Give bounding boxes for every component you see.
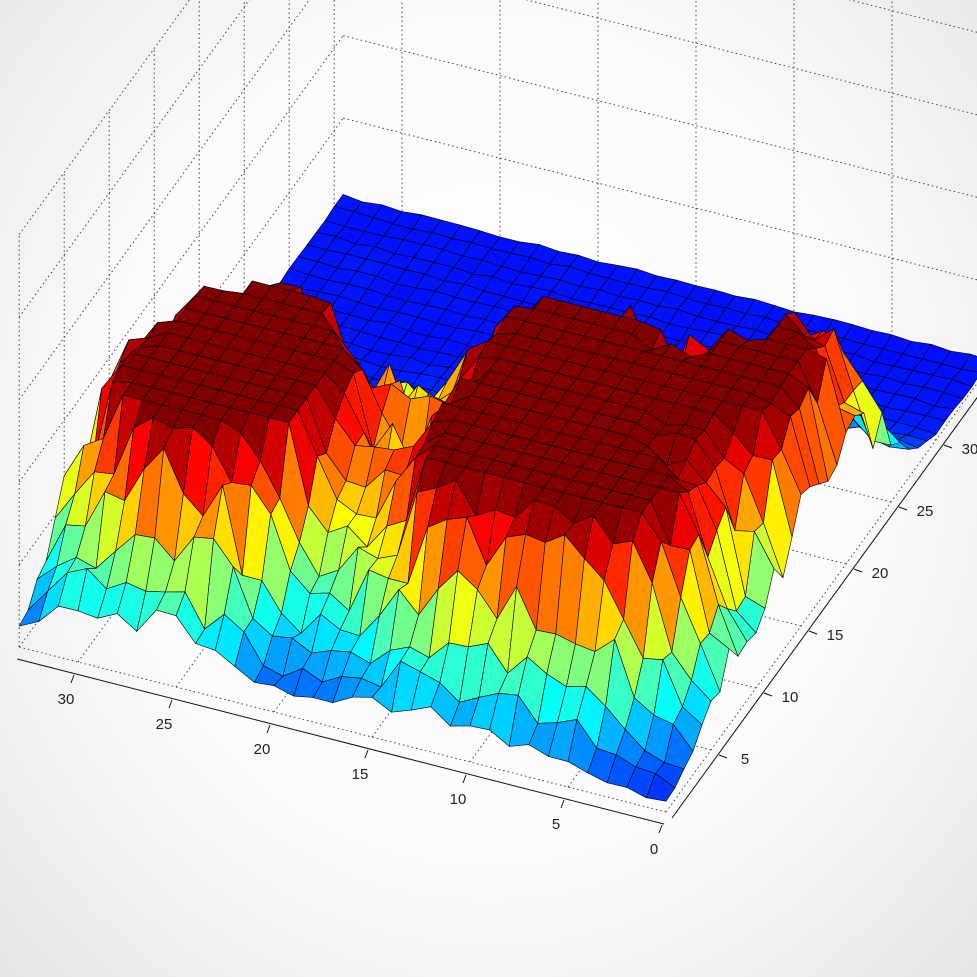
y-tick-mark	[853, 568, 863, 573]
x-tick-label: 20	[254, 741, 271, 758]
x-axis-line	[17, 658, 665, 825]
side-wall-grid-line	[18, 0, 250, 318]
x-tick-mark	[364, 749, 369, 759]
x-axis-ticks: 0 5 10 15 20 25 30	[17, 658, 665, 858]
x-tick-mark	[462, 774, 467, 784]
x-tick-mark	[168, 699, 173, 709]
x-tick-label: 30	[58, 691, 75, 708]
y-tick-label: 5	[741, 751, 749, 768]
surface-mesh	[18, 194, 977, 802]
side-wall-grid-line	[18, 0, 310, 400]
x-tick-mark	[266, 724, 271, 734]
y-axis-ticks: 5101520253035	[671, 396, 977, 819]
y-tick-mark	[898, 506, 908, 511]
x-tick-label: 15	[352, 766, 369, 783]
x-tick-mark	[560, 799, 565, 809]
back-wall-grid-line	[848, 0, 977, 33]
surface-patch	[645, 773, 676, 802]
x-tick-mark	[658, 824, 663, 834]
back-wall-grid-line	[343, 117, 977, 281]
side-wall-grid-line	[18, 0, 191, 235]
y-tick-label: 15	[827, 627, 844, 644]
side-wall-grid-line	[18, 35, 344, 483]
x-tick-label: 10	[450, 791, 467, 808]
y-tick-mark	[808, 630, 818, 635]
back-wall-grid-line	[343, 35, 977, 198]
y-tick-mark	[718, 754, 728, 759]
y-tick-label: 25	[917, 503, 934, 520]
x-tick-label: 5	[552, 816, 560, 833]
x-tick-label: 0	[650, 841, 658, 858]
y-tick-label: 20	[872, 565, 889, 582]
y-tick-label: 10	[782, 689, 799, 706]
y-tick-mark	[763, 692, 773, 697]
y-tick-mark	[943, 444, 953, 449]
y-axis-line	[671, 396, 977, 819]
x-tick-label: 25	[156, 716, 173, 733]
floor-grid-line	[19, 646, 667, 813]
y-tick-label: 30	[962, 441, 977, 458]
back-wall-grid-line	[525, 0, 977, 116]
x-tick-mark	[70, 674, 75, 684]
